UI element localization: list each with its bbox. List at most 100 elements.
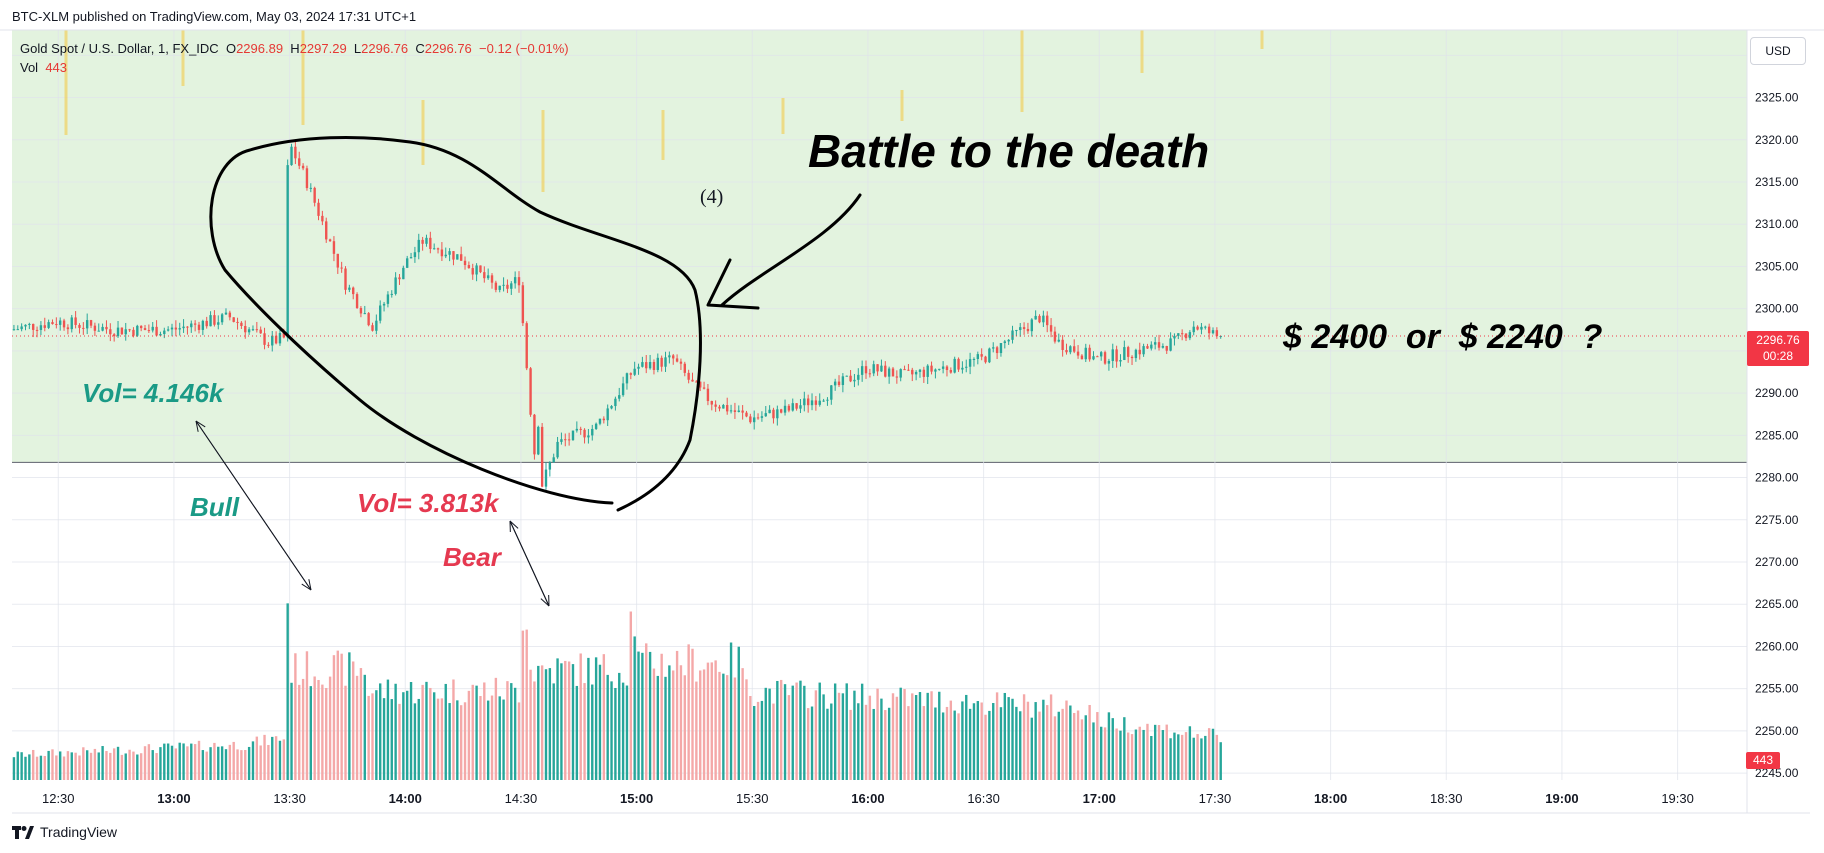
price-tick-label: 2255.00: [1755, 682, 1799, 696]
volume-bar: [47, 750, 50, 780]
candle-up: [475, 265, 478, 275]
volume-bar: [992, 703, 995, 780]
candle-down: [421, 239, 424, 244]
volume-bar: [783, 684, 787, 780]
volume-bar: [43, 755, 46, 780]
candle-up: [1161, 346, 1165, 348]
candle-up: [614, 398, 617, 407]
candle-down: [371, 325, 374, 331]
volume-bar: [714, 660, 717, 780]
range-zone: [12, 30, 1747, 463]
volume-bar: [498, 696, 501, 780]
candle-down: [359, 308, 363, 314]
candle-up: [625, 373, 629, 384]
candle-up: [136, 325, 139, 336]
candle-up: [85, 320, 89, 329]
candle-up: [857, 374, 860, 380]
volume-bar: [263, 734, 266, 780]
candle-down: [529, 368, 532, 415]
candle-down: [691, 379, 694, 382]
volume-bar: [567, 661, 571, 780]
currency-selector[interactable]: USD: [1750, 37, 1806, 65]
volume-bar: [1103, 727, 1107, 780]
volume-bar: [344, 685, 347, 780]
volume-bar: [159, 747, 162, 780]
candle-up: [425, 237, 428, 244]
candle-up: [379, 305, 382, 321]
volume-bar: [20, 752, 23, 780]
bull-arrow-top-head: [195, 420, 206, 428]
candle-down: [1026, 328, 1030, 332]
volume-bar: [1165, 724, 1168, 780]
volume-bar: [1026, 701, 1030, 780]
volume-bar: [201, 750, 205, 780]
price-tick-label: 2285.00: [1755, 428, 1799, 442]
candle-down: [521, 285, 525, 324]
volume-bar: [1115, 728, 1118, 780]
volume-bar: [240, 750, 243, 780]
candle-up: [764, 413, 767, 417]
candle-down: [787, 405, 791, 411]
volume-bar: [795, 682, 798, 780]
candle-up: [853, 379, 856, 382]
candle-up: [953, 358, 956, 373]
candle-up: [587, 435, 590, 438]
candle-down: [340, 267, 343, 269]
curved-arrow-head: [706, 258, 760, 310]
candle-up: [575, 428, 579, 431]
time-tick-label: 19:30: [1661, 791, 1694, 806]
volume-bar: [706, 662, 710, 780]
volume-bar: [922, 706, 926, 780]
candle-down: [1138, 349, 1141, 355]
volume-bar: [610, 681, 613, 780]
volume-bar: [999, 707, 1003, 780]
volume-bar: [1169, 738, 1172, 780]
candle-down: [1126, 347, 1130, 357]
candle-down: [274, 335, 278, 344]
volume-bar: [317, 679, 320, 780]
volume-bar: [1099, 726, 1103, 780]
tradingview-logo[interactable]: TradingView: [12, 824, 117, 840]
volume-bar: [224, 749, 228, 780]
volume-bar: [1184, 732, 1188, 780]
candle-up: [1204, 326, 1207, 328]
volume-bar: [768, 688, 771, 780]
candle-up: [432, 248, 436, 250]
volume-bar: [938, 691, 941, 780]
candle-down: [213, 315, 216, 325]
candle-up: [409, 257, 413, 259]
volume-bar: [1161, 730, 1165, 780]
volume-bar: [683, 675, 686, 780]
candle-up: [1069, 346, 1072, 353]
volume-bar: [737, 646, 740, 780]
volume-bar: [421, 684, 424, 780]
volume-bar: [1096, 712, 1099, 780]
candle-down: [62, 320, 66, 328]
volume-bar: [841, 693, 845, 780]
volume-bar: [833, 683, 837, 780]
candle-up: [47, 322, 50, 328]
volume-bar: [109, 752, 112, 780]
volume-bar: [298, 684, 301, 780]
candle-up: [887, 368, 891, 377]
volume-bar: [132, 751, 135, 780]
candle-up: [486, 275, 490, 279]
volume-bar: [143, 746, 147, 780]
volume-bar: [1007, 697, 1010, 780]
volume-bar: [868, 695, 872, 780]
price-tick-label: 2310.00: [1755, 217, 1799, 231]
volume-bar: [949, 700, 953, 780]
candle-up: [799, 405, 802, 409]
annotation-bull-volume: Vol= 4.146k: [82, 378, 224, 408]
volume-bar: [1057, 711, 1060, 780]
candle-down: [132, 329, 135, 336]
candle-down: [321, 215, 324, 222]
volume-bar: [872, 708, 875, 780]
candle-up: [97, 330, 100, 332]
candle-up: [375, 320, 378, 331]
candle-down: [429, 237, 432, 249]
volume-bar: [1150, 736, 1153, 780]
volume-bar: [267, 744, 270, 780]
volume-bar: [976, 701, 980, 780]
